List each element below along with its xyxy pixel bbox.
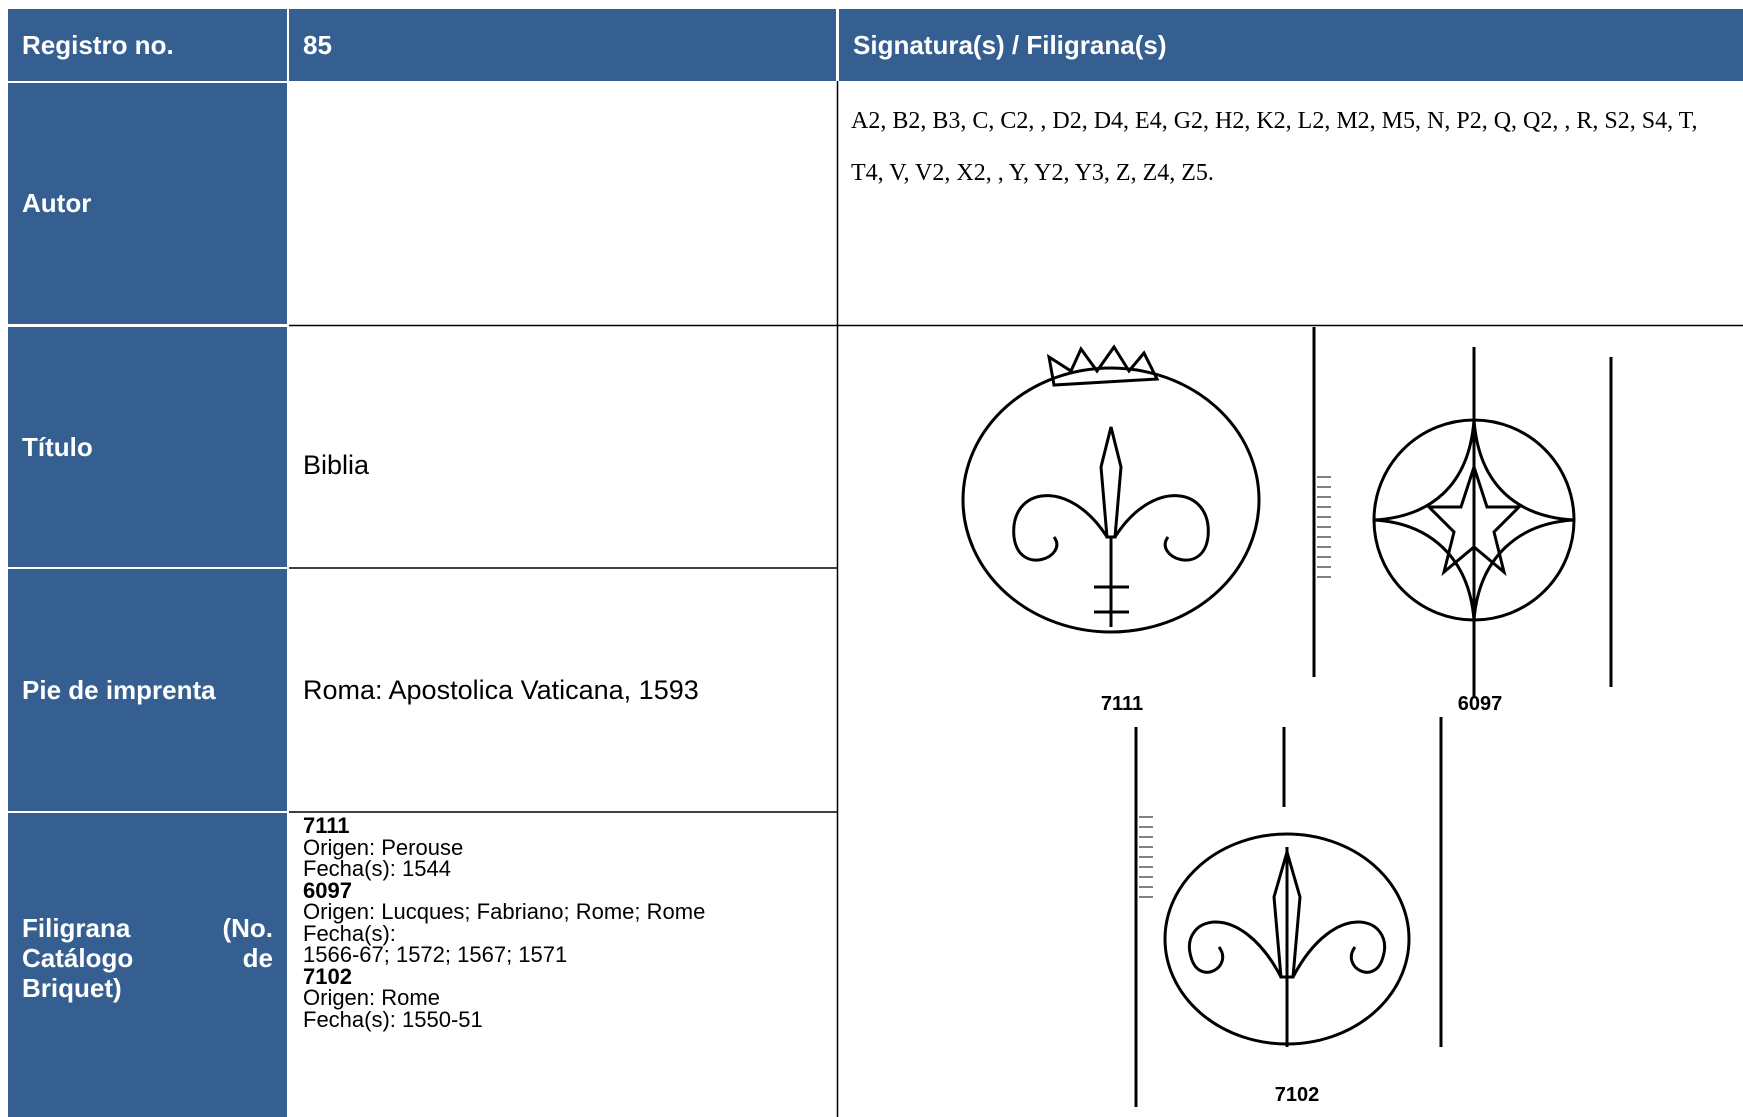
filigrana-number: 7102 xyxy=(303,963,352,989)
filigrana-line: Fecha(s): xyxy=(303,920,396,946)
filigrana-number: 7111 xyxy=(303,813,350,838)
filigrana-line: Fecha(s): 1550-51 xyxy=(303,1006,483,1032)
watermark-label: 6097 xyxy=(1458,693,1503,715)
signatures: A2, B2, B3, C, C2, , D2, D4, E4, G2, H2,… xyxy=(851,108,1698,186)
header-label: Registro no. xyxy=(8,9,287,81)
filigrana-line: 1566-67; 1572; 1567; 1571 xyxy=(303,942,568,967)
header-number: 85 xyxy=(289,9,836,81)
header-right: Signatura(s) / Filigrana(s) xyxy=(839,9,1743,81)
autor-label: Autor xyxy=(8,83,287,324)
pie-label: Pie de imprenta xyxy=(8,569,287,811)
titulo-label: Título xyxy=(8,327,287,567)
filigrana-label: Filigrana (No. Catálogo de Briquet) xyxy=(8,813,287,1117)
filigrana-line: Origen: Lucques; Fabriano; Rome; Rome xyxy=(303,899,706,924)
pie-value: Roma: Apostolica Vaticana, 1593 xyxy=(303,674,699,705)
filigrana-line: Origen: Perouse xyxy=(303,834,464,860)
filigrana-number: 6097 xyxy=(303,877,352,903)
watermark-label: 7102 xyxy=(1275,1084,1320,1106)
titulo-value: Biblia xyxy=(303,449,370,480)
filigrana-line: Origen: Rome xyxy=(303,985,440,1010)
watermark-label: 7111 xyxy=(1101,693,1143,715)
filigrana-details: 7111 Origen: Perouse Fecha(s): 1544 6097 Ori… xyxy=(289,813,836,1117)
filigrana-line: Fecha(s): 1544 xyxy=(303,856,451,881)
watermark-images: 7111 6097 7102 xyxy=(961,327,1613,1107)
